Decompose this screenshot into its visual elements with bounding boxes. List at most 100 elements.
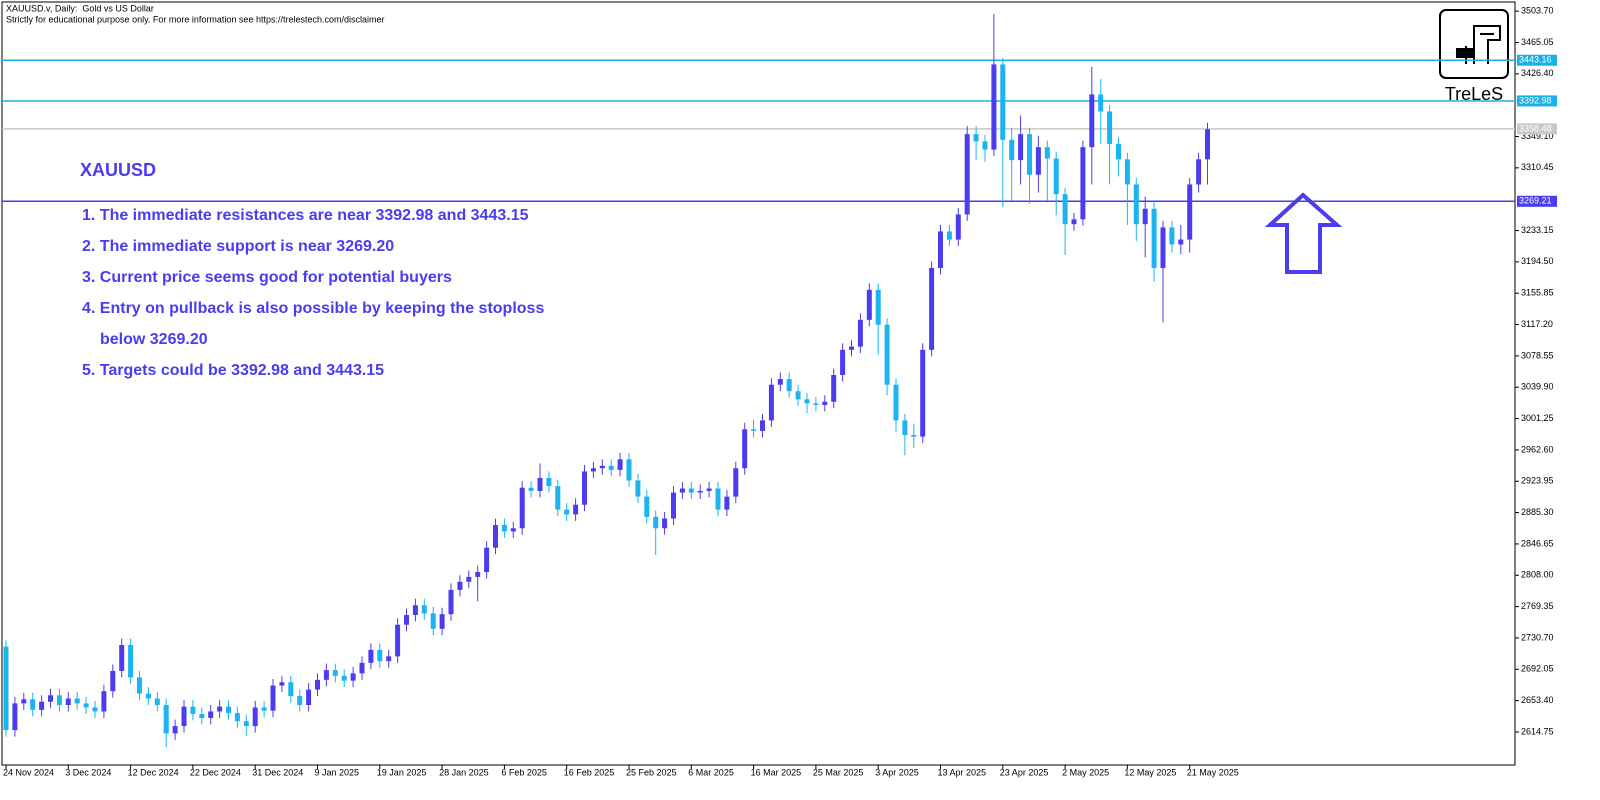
annotation: 5. Targets could be 3392.98 and 3443.15 xyxy=(82,362,384,379)
x-tick-label: 25 Feb 2025 xyxy=(626,767,677,777)
y-tick-label: 3426.40 xyxy=(1521,68,1554,78)
candle-body xyxy=(341,675,347,681)
y-tick-label: 3349.10 xyxy=(1521,131,1554,141)
y-tick-label: 3465.05 xyxy=(1521,37,1554,47)
candle-body xyxy=(786,379,792,392)
candle-body xyxy=(902,420,908,435)
candle-body xyxy=(662,518,668,529)
candle-body xyxy=(39,701,45,710)
y-tick-label: 2885.30 xyxy=(1521,507,1554,517)
candle-body xyxy=(110,670,116,692)
candle-body xyxy=(840,349,846,375)
candle-body xyxy=(217,706,223,712)
candle-body xyxy=(617,459,623,470)
x-tick-label: 2 May 2025 xyxy=(1062,767,1109,777)
y-tick-label: 2846.65 xyxy=(1521,538,1554,548)
candle-body xyxy=(421,605,427,614)
candle-body xyxy=(439,614,445,629)
logo-icon xyxy=(1460,25,1501,64)
candle-body xyxy=(395,624,401,657)
candle-body xyxy=(1169,227,1175,245)
chart-title: XAUUSD.v, Daily: Gold vs US Dollar xyxy=(6,3,154,13)
candle-body xyxy=(154,698,160,705)
logo: TreLeS xyxy=(1439,9,1509,104)
y-tick-label: 3310.45 xyxy=(1521,162,1554,172)
candle-body xyxy=(742,429,748,469)
candle-body xyxy=(243,721,249,727)
candle-body xyxy=(501,524,507,532)
candle-body xyxy=(297,696,303,705)
candle-body xyxy=(777,379,783,385)
candle-body xyxy=(448,589,454,615)
x-tick-label: 31 Dec 2024 xyxy=(252,767,303,777)
candle-body xyxy=(30,699,36,710)
y-tick-label: 3001.25 xyxy=(1521,413,1554,423)
candle-body xyxy=(412,605,418,615)
candle-body xyxy=(190,706,196,714)
y-tick-label: 3039.90 xyxy=(1521,382,1554,392)
candle-body xyxy=(404,614,409,625)
candle-body xyxy=(65,698,71,705)
annotation: 2. The immediate support is near 3269.20 xyxy=(82,238,394,255)
candle-body xyxy=(599,465,605,469)
candle-body xyxy=(137,677,142,694)
candle-body xyxy=(430,613,436,629)
candle-body xyxy=(74,698,80,704)
annotation: 4. Entry on pullback is also possible by… xyxy=(82,300,544,317)
candle-body xyxy=(181,706,187,727)
candle-body xyxy=(306,689,312,705)
price-tag-label: 3392.98 xyxy=(1519,95,1552,105)
x-tick-label: 28 Jan 2025 xyxy=(439,767,489,777)
candle-body xyxy=(368,649,374,663)
candle-body xyxy=(546,477,552,487)
x-tick-label: 21 May 2025 xyxy=(1187,767,1239,777)
candle-body xyxy=(1196,159,1202,185)
candle-body xyxy=(955,214,961,240)
candle-body xyxy=(537,477,543,491)
candle-body xyxy=(991,64,997,150)
candle-body xyxy=(653,516,659,529)
candle-body xyxy=(1009,139,1015,161)
candle-body xyxy=(715,488,721,510)
candle-body xyxy=(555,486,561,510)
y-tick-label: 2692.05 xyxy=(1521,664,1554,674)
candle-body xyxy=(626,459,632,481)
candle-body xyxy=(751,429,757,431)
price-tag xyxy=(1517,195,1557,207)
candle-body xyxy=(226,706,231,714)
x-tick-label: 23 Apr 2025 xyxy=(1000,767,1049,777)
candle-body xyxy=(163,704,169,734)
candle-body xyxy=(119,644,125,671)
annotation: 1. The immediate resistances are near 33… xyxy=(82,207,529,224)
price-tag xyxy=(1517,95,1557,107)
annotation: 3. Current price seems good for potentia… xyxy=(82,269,452,286)
candle-body xyxy=(1080,147,1086,220)
candle-body xyxy=(893,384,899,421)
candle-body xyxy=(795,391,801,400)
x-tick-label: 6 Feb 2025 xyxy=(501,767,547,777)
y-tick-label: 3117.20 xyxy=(1521,319,1553,329)
x-tick-label: 16 Mar 2025 xyxy=(751,767,802,777)
candle-body xyxy=(484,547,490,573)
candle-body xyxy=(590,468,596,472)
y-tick-label: 3503.70 xyxy=(1521,6,1554,16)
price-tag-label: 3269.21 xyxy=(1519,196,1552,206)
candle-body xyxy=(92,707,98,712)
candle-body xyxy=(145,693,151,699)
y-tick-label: 2769.35 xyxy=(1521,601,1554,611)
candle-body xyxy=(733,468,739,497)
candle-body xyxy=(857,319,863,347)
candle-body xyxy=(359,662,365,674)
candle-body xyxy=(457,581,463,590)
y-tick-label: 3233.15 xyxy=(1521,225,1554,235)
candle-body xyxy=(279,682,285,686)
candle-body xyxy=(688,488,694,493)
annotation-title: XAUUSD xyxy=(80,160,156,180)
y-tick-label: 2614.75 xyxy=(1521,726,1554,736)
candle-body xyxy=(1098,94,1104,112)
candle-body xyxy=(982,141,988,150)
candle-body xyxy=(332,670,338,676)
candle-body xyxy=(946,231,952,240)
logo-text: TreLeS xyxy=(1445,84,1503,104)
